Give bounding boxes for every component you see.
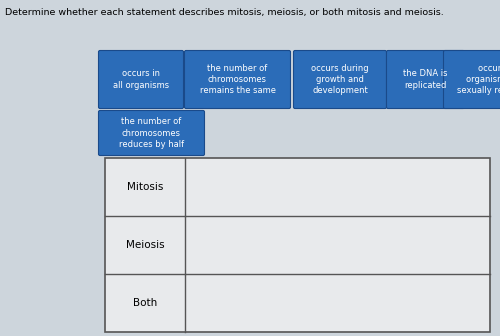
Text: occurs in
organisms that
sexually reproduce: occurs in organisms that sexually reprod…: [457, 64, 500, 95]
Text: occurs during
growth and
development: occurs during growth and development: [311, 64, 369, 95]
Text: the number of
chromosomes
reduces by half: the number of chromosomes reduces by hal…: [119, 117, 184, 149]
Text: Mitosis: Mitosis: [127, 182, 163, 192]
FancyBboxPatch shape: [386, 50, 464, 109]
Bar: [105, 158, 490, 332]
FancyBboxPatch shape: [294, 50, 386, 109]
FancyBboxPatch shape: [98, 111, 204, 156]
Text: the DNA is
replicated: the DNA is replicated: [403, 70, 448, 90]
FancyBboxPatch shape: [444, 50, 500, 109]
Text: Both: Both: [133, 298, 157, 308]
Text: Determine whether each statement describes mitosis, meiosis, or both mitosis and: Determine whether each statement describ…: [5, 8, 444, 17]
FancyBboxPatch shape: [184, 50, 290, 109]
Text: the number of
chromosomes
remains the same: the number of chromosomes remains the sa…: [200, 64, 276, 95]
Text: occurs in
all organisms: occurs in all organisms: [113, 70, 169, 90]
FancyBboxPatch shape: [98, 50, 184, 109]
Text: Meiosis: Meiosis: [126, 240, 164, 250]
